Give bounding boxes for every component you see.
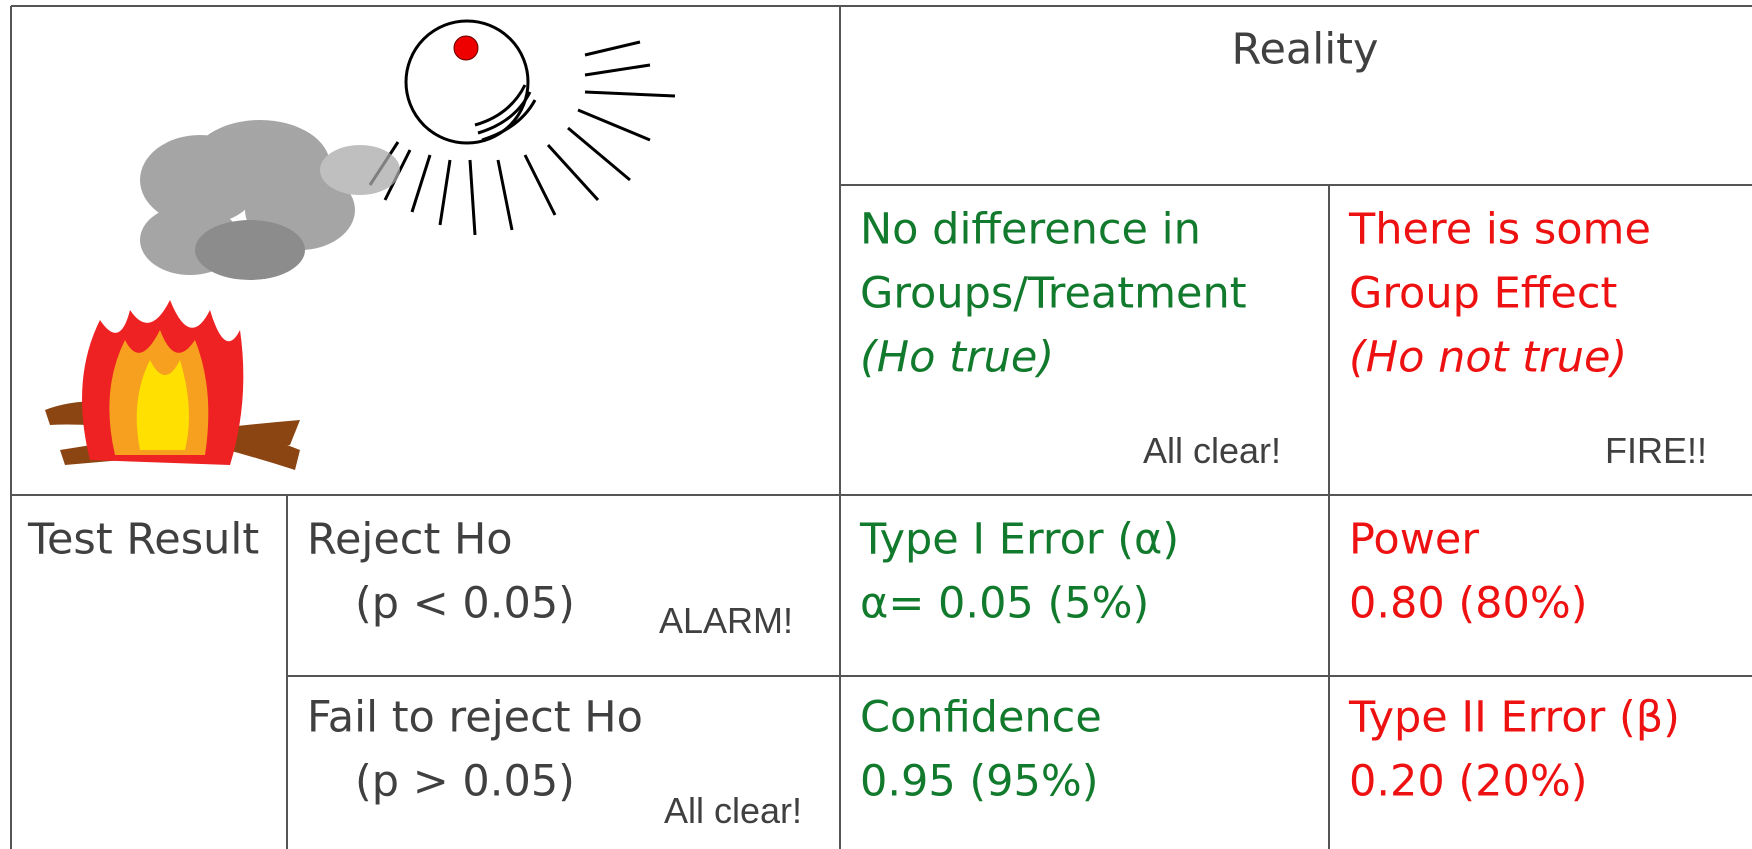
cell-text: Type I Error (α) bbox=[860, 514, 1180, 565]
column-note: (Ho not true) bbox=[1349, 332, 1628, 383]
row-condition: (p > 0.05) bbox=[355, 756, 575, 807]
cell-text: α= 0.05 (5%) bbox=[860, 578, 1150, 629]
column-tag: All clear! bbox=[1142, 430, 1281, 471]
column-heading: Groups/Treatment bbox=[860, 268, 1247, 319]
row-tag: ALARM! bbox=[658, 600, 793, 641]
cell-text: 0.80 (80%) bbox=[1349, 578, 1588, 629]
cell-text: Confidence bbox=[860, 692, 1102, 743]
column-heading: Group Effect bbox=[1349, 268, 1618, 319]
cell-text: Power bbox=[1349, 514, 1480, 565]
smoke-detector-illustration bbox=[368, 19, 676, 236]
row-tag: All clear! bbox=[663, 790, 802, 831]
header: Reality bbox=[1231, 24, 1379, 75]
column-tag: FIRE!! bbox=[1604, 430, 1707, 471]
row-header: Test Result bbox=[28, 514, 260, 565]
row-label: Reject Ho bbox=[307, 514, 513, 565]
column-heading: No difference in bbox=[860, 204, 1201, 255]
smoke-illustration bbox=[140, 120, 400, 280]
fire-illustration bbox=[45, 300, 300, 470]
column-heading: There is some bbox=[1349, 204, 1651, 255]
column-note: (Ho true) bbox=[860, 332, 1055, 383]
row-condition: (p < 0.05) bbox=[355, 578, 575, 629]
cell-text: 0.95 (95%) bbox=[860, 756, 1099, 807]
row-label: Fail to reject Ho bbox=[307, 692, 643, 743]
cell-text: Type II Error (β) bbox=[1349, 692, 1680, 743]
cell-text: 0.20 (20%) bbox=[1349, 756, 1588, 807]
